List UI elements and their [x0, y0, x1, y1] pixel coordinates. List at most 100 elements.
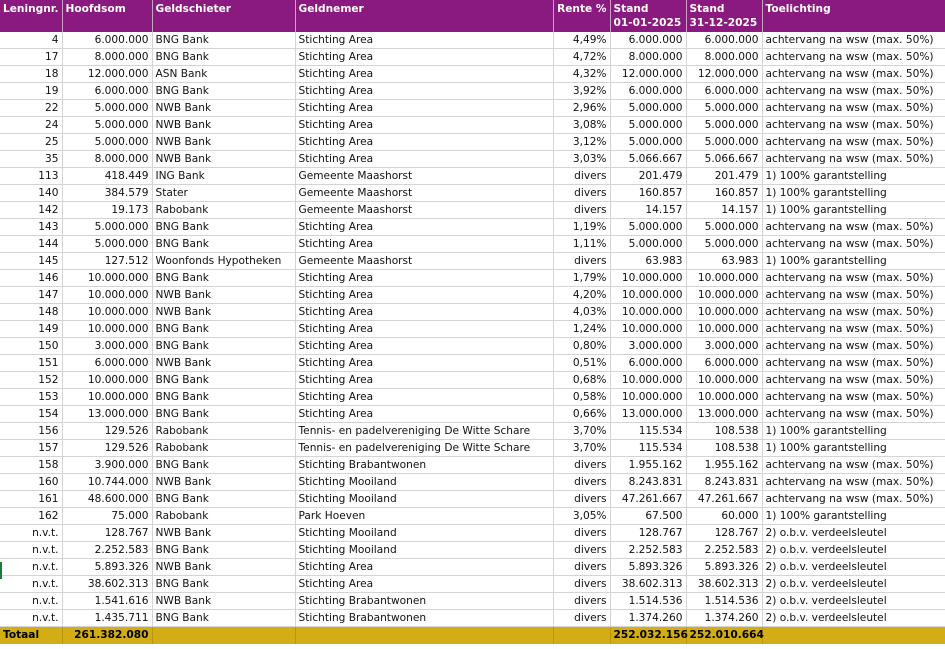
total-stand-begin[interactable]: 252.032.156: [610, 626, 688, 644]
cell-rente[interactable]: divers: [553, 490, 611, 508]
cell-geldschieter[interactable]: BNG Bank: [152, 269, 296, 287]
cell-toelichting[interactable]: achtervang na wsw (max. 50%): [762, 388, 945, 406]
cell-stand-eind[interactable]: 2.252.583: [686, 541, 763, 559]
cell-geldschieter[interactable]: Rabobank: [152, 422, 296, 440]
cell-geldnemer[interactable]: Stichting Area: [295, 354, 554, 372]
cell-stand-eind[interactable]: 13.000.000: [686, 405, 763, 423]
cell-toelichting[interactable]: 1) 100% garantstelling: [762, 184, 945, 202]
cell-geldschieter[interactable]: ASN Bank: [152, 65, 296, 83]
cell-toelichting[interactable]: achtervang na wsw (max. 50%): [762, 354, 945, 372]
cell-toelichting[interactable]: 1) 100% garantstelling: [762, 167, 945, 185]
cell-geldschieter[interactable]: Stater: [152, 184, 296, 202]
cell-rente[interactable]: 2,96%: [553, 99, 611, 117]
cell-leningnr[interactable]: 35: [0, 150, 63, 168]
cell-rente[interactable]: 3,92%: [553, 82, 611, 100]
cell-hoofdsom[interactable]: 8.000.000: [62, 48, 153, 66]
cell-leningnr[interactable]: 22: [0, 99, 63, 117]
cell-stand-begin[interactable]: 5.000.000: [610, 235, 687, 253]
cell-hoofdsom[interactable]: 10.744.000: [62, 473, 153, 491]
cell-toelichting[interactable]: achtervang na wsw (max. 50%): [762, 133, 945, 151]
cell-geldnemer[interactable]: Stichting Mooiland: [295, 541, 554, 559]
cell-toelichting[interactable]: 2) o.b.v. verdeelsleutel: [762, 592, 945, 610]
cell-stand-eind[interactable]: 60.000: [686, 507, 763, 525]
cell-geldnemer[interactable]: Stichting Area: [295, 558, 554, 576]
cell-leningnr[interactable]: n.v.t.: [0, 541, 63, 559]
cell-leningnr[interactable]: 25: [0, 133, 63, 151]
cell-hoofdsom[interactable]: 5.893.326: [62, 558, 153, 576]
cell-hoofdsom[interactable]: 129.526: [62, 439, 153, 457]
cell-geldschieter[interactable]: NWB Bank: [152, 473, 296, 491]
cell-rente[interactable]: divers: [553, 184, 611, 202]
cell-rente[interactable]: divers: [553, 592, 611, 610]
cell-geldnemer[interactable]: Stichting Brabantwonen: [295, 456, 554, 474]
cell-stand-eind[interactable]: 10.000.000: [686, 388, 763, 406]
cell-rente[interactable]: 1,24%: [553, 320, 611, 338]
cell-stand-begin[interactable]: 115.534: [610, 439, 687, 457]
cell-geldnemer[interactable]: Stichting Area: [295, 99, 554, 117]
cell-leningnr[interactable]: n.v.t.: [0, 609, 63, 627]
cell-hoofdsom[interactable]: 5.000.000: [62, 133, 153, 151]
cell-leningnr[interactable]: 161: [0, 490, 63, 508]
cell-geldnemer[interactable]: Tennis- en padelvereniging De Witte Scha…: [295, 439, 554, 457]
cell-hoofdsom[interactable]: 38.602.313: [62, 575, 153, 593]
cell-geldnemer[interactable]: Stichting Area: [295, 269, 554, 287]
cell-toelichting[interactable]: achtervang na wsw (max. 50%): [762, 303, 945, 321]
cell-stand-eind[interactable]: 5.066.667: [686, 150, 763, 168]
cell-geldschieter[interactable]: NWB Bank: [152, 116, 296, 134]
total-label[interactable]: Totaal: [0, 626, 63, 644]
cell-leningnr[interactable]: 157: [0, 439, 63, 457]
cell-stand-eind[interactable]: 5.000.000: [686, 116, 763, 134]
cell-hoofdsom[interactable]: 5.000.000: [62, 218, 153, 236]
cell-stand-eind[interactable]: 5.000.000: [686, 133, 763, 151]
cell-hoofdsom[interactable]: 10.000.000: [62, 269, 153, 287]
cell-leningnr[interactable]: 142: [0, 201, 63, 219]
cell-stand-begin[interactable]: 10.000.000: [610, 286, 687, 304]
cell-stand-eind[interactable]: 128.767: [686, 524, 763, 542]
cell-stand-begin[interactable]: 8.000.000: [610, 48, 687, 66]
cell-geldschieter[interactable]: BNG Bank: [152, 371, 296, 389]
cell-stand-begin[interactable]: 6.000.000: [610, 354, 687, 372]
cell-rente[interactable]: 0,80%: [553, 337, 611, 355]
cell-rente[interactable]: 3,08%: [553, 116, 611, 134]
cell-rente[interactable]: divers: [553, 575, 611, 593]
cell-hoofdsom[interactable]: 10.000.000: [62, 371, 153, 389]
cell-rente[interactable]: 4,20%: [553, 286, 611, 304]
cell-geldschieter[interactable]: Rabobank: [152, 201, 296, 219]
cell-stand-eind[interactable]: 10.000.000: [686, 303, 763, 321]
cell-geldschieter[interactable]: BNG Bank: [152, 541, 296, 559]
cell-toelichting[interactable]: achtervang na wsw (max. 50%): [762, 48, 945, 66]
cell-stand-begin[interactable]: 14.157: [610, 201, 687, 219]
cell-rente[interactable]: 3,03%: [553, 150, 611, 168]
cell-rente[interactable]: divers: [553, 558, 611, 576]
cell-geldschieter[interactable]: NWB Bank: [152, 558, 296, 576]
cell-geldnemer[interactable]: Stichting Area: [295, 303, 554, 321]
cell-geldschieter[interactable]: BNG Bank: [152, 456, 296, 474]
cell-leningnr[interactable]: 153: [0, 388, 63, 406]
cell-rente[interactable]: divers: [553, 609, 611, 627]
cell-rente[interactable]: divers: [553, 167, 611, 185]
cell-geldnemer[interactable]: Stichting Area: [295, 388, 554, 406]
cell-geldnemer[interactable]: Stichting Area: [295, 320, 554, 338]
cell-geldschieter[interactable]: NWB Bank: [152, 303, 296, 321]
cell-hoofdsom[interactable]: 10.000.000: [62, 320, 153, 338]
cell-rente[interactable]: 4,03%: [553, 303, 611, 321]
cell-hoofdsom[interactable]: 3.000.000: [62, 337, 153, 355]
cell-leningnr[interactable]: 148: [0, 303, 63, 321]
cell-geldschieter[interactable]: BNG Bank: [152, 405, 296, 423]
cell-geldschieter[interactable]: BNG Bank: [152, 575, 296, 593]
cell-geldnemer[interactable]: Gemeente Maashorst: [295, 167, 554, 185]
cell-leningnr[interactable]: 17: [0, 48, 63, 66]
cell-stand-eind[interactable]: 1.955.162: [686, 456, 763, 474]
cell-geldnemer[interactable]: Gemeente Maashorst: [295, 184, 554, 202]
total-stand-eind[interactable]: 252.010.664: [686, 626, 764, 644]
total-hoofdsom[interactable]: 261.382.080: [62, 626, 153, 644]
cell-stand-begin[interactable]: 1.955.162: [610, 456, 687, 474]
cell-stand-eind[interactable]: 6.000.000: [686, 82, 763, 100]
cell-geldschieter[interactable]: NWB Bank: [152, 99, 296, 117]
cell-stand-eind[interactable]: 5.000.000: [686, 235, 763, 253]
cell-geldschieter[interactable]: BNG Bank: [152, 320, 296, 338]
cell-stand-begin[interactable]: 5.000.000: [610, 99, 687, 117]
cell-geldschieter[interactable]: BNG Bank: [152, 235, 296, 253]
cell-geldnemer[interactable]: Stichting Area: [295, 150, 554, 168]
cell-leningnr[interactable]: 147: [0, 286, 63, 304]
